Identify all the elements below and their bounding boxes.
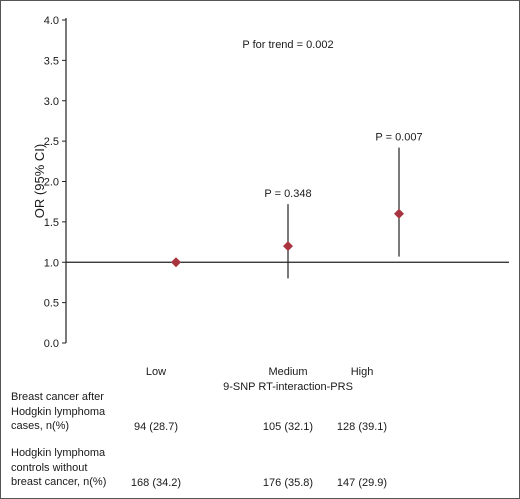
p-value-label-medium: P = 0.348 [264,188,311,200]
row-label-line: breast cancer, n(%) [11,476,107,488]
row-label-line: Breast cancer after [11,391,104,403]
table-cell: 176 (35.8) [262,477,314,489]
trend-annotation: P for trend = 0.002 [242,39,334,51]
point-low [171,257,181,268]
category-label-medium: Medium [268,366,308,378]
category-label-high: High [350,366,374,378]
table-row-label-controls: Hodgkin lymphoma controls without breast… [11,446,181,490]
row-label-line: Hodgkin lymphoma [11,405,106,418]
table-cell: 94 (28.7) [133,421,179,433]
y-tick-label: 0.5 [44,298,59,310]
table-cell: 105 (32.1) [262,421,314,433]
point-medium [283,241,293,252]
p-value-label-high: P = 0.007 [375,132,422,144]
table-cell: 128 (39.1) [336,421,388,433]
row-label-line: Hodgkin lymphoma [11,447,106,459]
y-tick-label: 4.0 [44,15,59,27]
table-cell: 168 (34.2) [130,477,182,489]
y-tick-label: 1.0 [44,257,59,269]
y-tick-label: 3.5 [44,55,59,67]
row-label-line: controls without [11,461,88,474]
y-tick-label: 2.0 [44,177,59,189]
y-tick-label: 3.0 [44,96,59,108]
y-tick-label: 0.0 [44,338,59,350]
category-label-low: Low [145,366,167,378]
x-axis-title: 9-SNP RT-interaction-PRS [223,381,353,393]
table-row-label-cases: Breast cancer after Hodgkin lymphoma cas… [11,390,181,434]
y-tick-label: 1.5 [44,217,59,229]
y-tick-label: 2.5 [44,136,59,148]
point-high [394,208,404,219]
y-axis-title: OR (95% CI) [32,143,47,219]
row-label-line: cases, n(%) [11,420,70,432]
table-cell: 147 (29.9) [336,477,388,489]
